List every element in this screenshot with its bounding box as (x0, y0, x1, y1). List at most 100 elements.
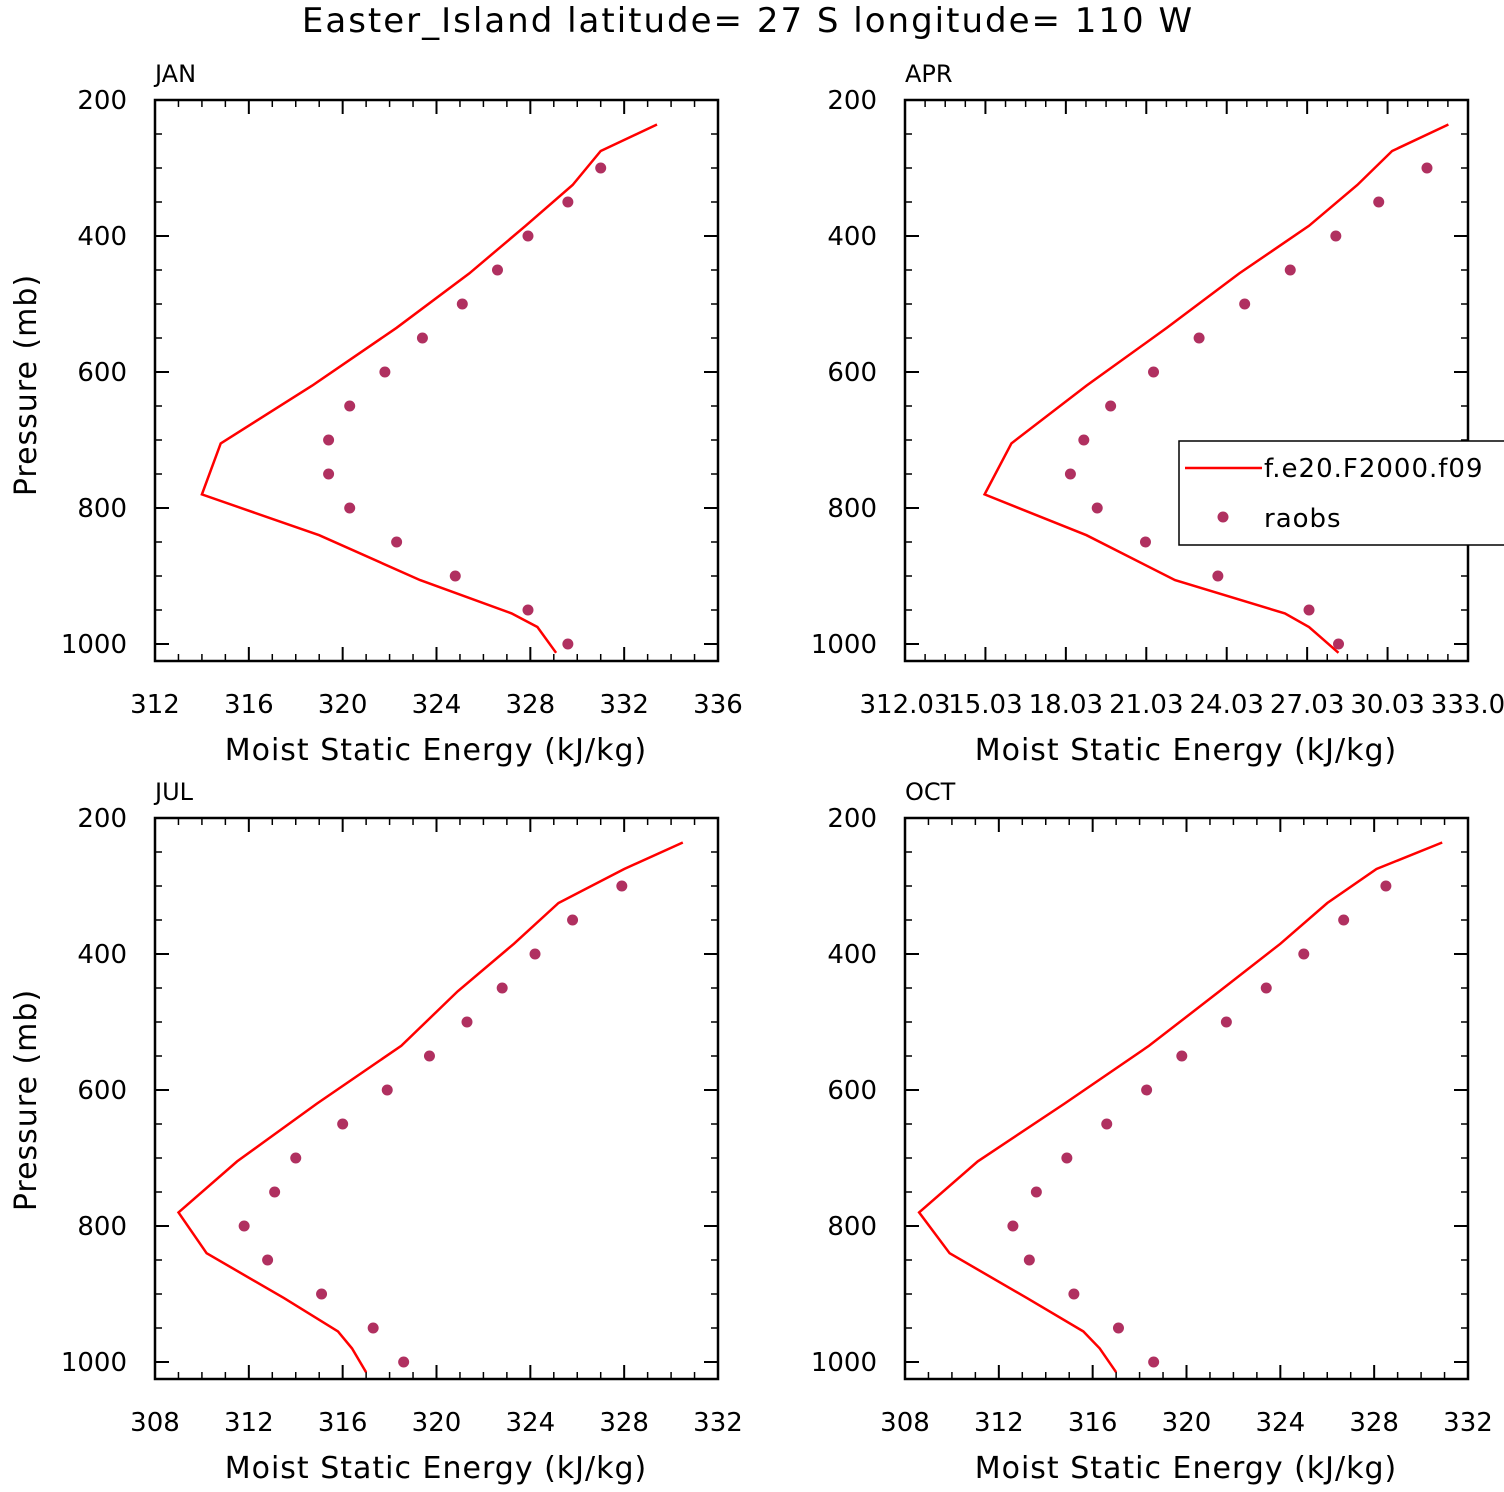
obs-point-jan (391, 536, 403, 548)
x-tick-label-apr: 24.03 (1189, 690, 1263, 720)
x-axis-label-jan: Moist Static Energy (kJ/kg) (225, 733, 648, 768)
y-axis-label-jan: Pressure (mb) (9, 274, 44, 496)
x-tick-label-jul: 328 (599, 1408, 649, 1438)
x-tick-label-apr: 18.03 (1029, 690, 1103, 720)
y-tick-label-jul: 600 (77, 1076, 127, 1106)
x-tick-label-jul: 308 (130, 1408, 180, 1438)
obs-point-oct (1298, 948, 1310, 960)
y-tick-label-apr: 800 (827, 494, 877, 524)
obs-point-jan (562, 638, 574, 650)
x-axis-label-jul: Moist Static Energy (kJ/kg) (225, 1451, 648, 1486)
y-tick-label-jan: 400 (77, 222, 127, 252)
panel-label-oct: OCT (905, 778, 956, 806)
y-tick-label-jan: 800 (77, 494, 127, 524)
obs-point-jul (461, 1016, 473, 1028)
obs-point-apr (1064, 468, 1076, 480)
legend: f.e20.F2000.f09 raobs (1178, 440, 1504, 546)
plot-frame-jan (153, 98, 720, 663)
x-tick-label-oct: 312 (974, 1408, 1024, 1438)
obs-point-jan (323, 468, 335, 480)
y-tick-label-oct: 1000 (811, 1348, 877, 1378)
obs-point-jan (379, 366, 391, 378)
y-tick-label-jan: 600 (77, 358, 127, 388)
y-tick-label-oct: 800 (827, 1212, 877, 1242)
x-tick-label-jul: 316 (318, 1408, 368, 1438)
obs-point-jan (344, 400, 356, 412)
legend-dot-swatch (1217, 511, 1229, 523)
plot-frame-apr (903, 98, 1470, 663)
obs-point-jan (522, 604, 534, 616)
x-tick-label-jul: 312 (224, 1408, 274, 1438)
plot-frame-jul (153, 816, 720, 1381)
model-line-jan (200, 123, 658, 654)
x-tick-label-oct: 320 (1162, 1408, 1212, 1438)
obs-point-jul (529, 948, 541, 960)
obs-point-oct (1061, 1152, 1073, 1164)
panel-label-jan: JAN (153, 60, 196, 88)
obs-point-jan (449, 570, 461, 582)
obs-point-oct (1068, 1288, 1080, 1300)
figure-title: Easter_Island latitude= 27 S longitude= … (302, 1, 1194, 41)
x-tick-label-oct: 332 (1443, 1408, 1493, 1438)
plot-area-jul: 308 312 316 320 324 328 332 200 400 600 800 1000 (61, 804, 743, 1438)
obs-point-apr (1091, 502, 1103, 514)
obs-point-apr (1330, 230, 1342, 242)
x-tick-label-oct: 328 (1349, 1408, 1399, 1438)
x-tick-label-apr: 15.03 (948, 690, 1022, 720)
obs-point-oct (1007, 1220, 1019, 1232)
x-tick-label-apr: 30.03 (1350, 690, 1424, 720)
obs-point-jan (416, 332, 428, 344)
obs-point-oct (1141, 1084, 1153, 1096)
panel-oct: OCT 308 312 316 320 324 328 332 200 400 600 800 100… (811, 778, 1493, 1486)
obs-point-jul (316, 1288, 328, 1300)
x-tick-label-jan: 312 (130, 690, 180, 720)
obs-point-jul (367, 1322, 379, 1334)
obs-point-apr (1284, 264, 1296, 276)
obs-point-jul (238, 1220, 250, 1232)
y-tick-label-apr: 1000 (811, 630, 877, 660)
obs-point-jan (562, 196, 574, 208)
obs-point-apr (1139, 536, 1151, 548)
obs-point-apr (1105, 400, 1117, 412)
panel-jan: JAN 312 316 320 324 328 332 336 200 400 600 800 100… (9, 60, 743, 768)
obs-point-apr (1193, 332, 1205, 344)
obs-point-oct (1148, 1356, 1160, 1368)
obs-point-apr (1078, 434, 1090, 446)
y-tick-label-apr: 200 (827, 86, 877, 116)
obs-point-jan (595, 162, 607, 174)
model-line-apr (982, 123, 1449, 654)
legend-box (1178, 440, 1504, 546)
x-tick-label-oct: 316 (1068, 1408, 1118, 1438)
x-tick-label-apr: 312.03 (860, 690, 951, 720)
x-tick-label-jan: 316 (224, 690, 274, 720)
x-tick-label-apr: 333.0 (1431, 690, 1504, 720)
y-tick-label-jul: 800 (77, 1212, 127, 1242)
obs-point-apr (1373, 196, 1385, 208)
x-tick-label-apr: 21.03 (1109, 690, 1183, 720)
obs-point-jan (522, 230, 534, 242)
legend-label-model: f.e20.F2000.f09 (1264, 454, 1484, 484)
y-tick-label-jan: 200 (77, 86, 127, 116)
x-axis-label-apr: Moist Static Energy (kJ/kg) (975, 733, 1398, 768)
obs-point-oct (1176, 1050, 1188, 1062)
obs-point-oct (1380, 880, 1392, 892)
obs-point-oct (1220, 1016, 1232, 1028)
x-tick-label-oct: 324 (1256, 1408, 1306, 1438)
plot-frame-oct (903, 816, 1470, 1381)
obs-point-oct (1112, 1322, 1124, 1334)
x-tick-label-jul: 324 (506, 1408, 556, 1438)
panel-jul: JUL 308 312 316 320 324 328 332 200 400 600 800 100… (9, 778, 743, 1486)
y-tick-label-jul: 200 (77, 804, 127, 834)
y-tick-label-apr: 600 (827, 358, 877, 388)
obs-point-apr (1212, 570, 1224, 582)
model-line-oct (917, 841, 1443, 1373)
obs-point-jul (262, 1254, 274, 1266)
obs-point-oct (1260, 982, 1272, 994)
obs-point-apr (1333, 638, 1345, 650)
x-axis-label-oct: Moist Static Energy (kJ/kg) (975, 1451, 1398, 1486)
obs-point-apr (1239, 298, 1251, 310)
x-tick-label-jul: 332 (693, 1408, 743, 1438)
